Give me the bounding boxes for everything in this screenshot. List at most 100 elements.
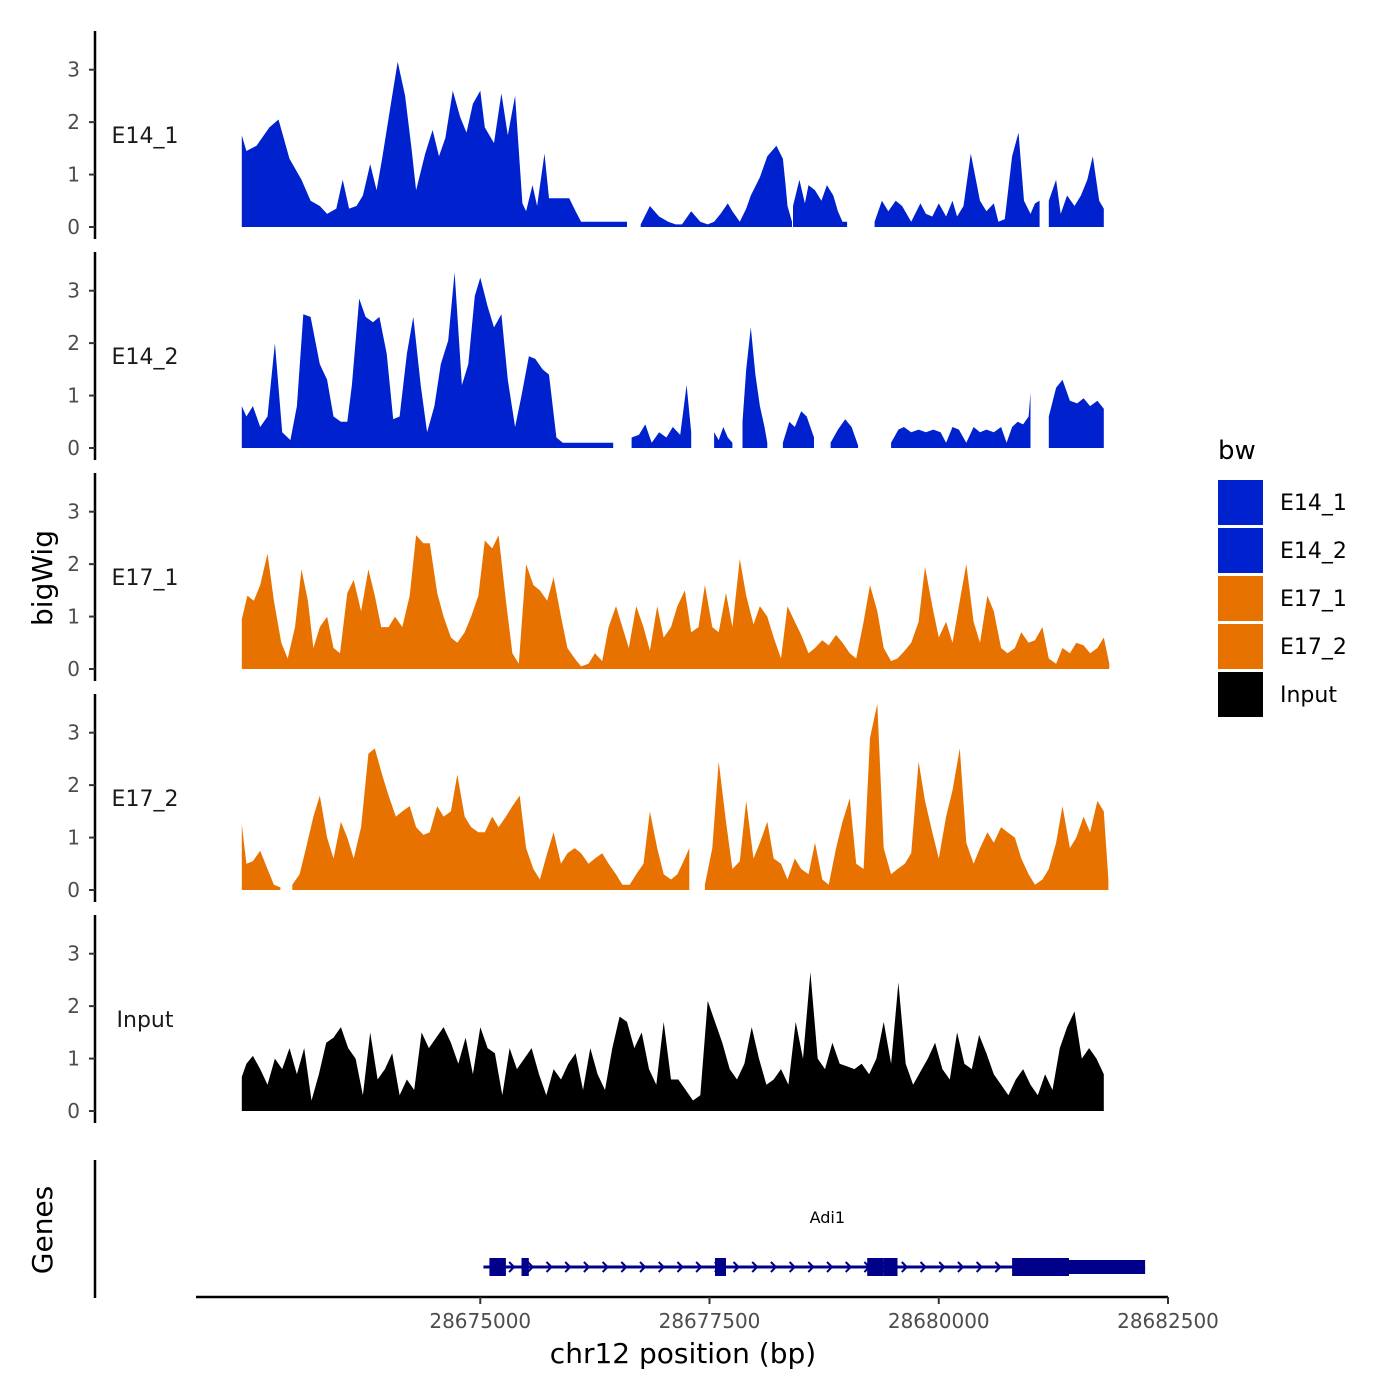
signal-area-E14_2	[631, 385, 692, 448]
signal-area-E14_2	[742, 327, 768, 448]
legend-swatch-Input	[1218, 672, 1263, 717]
signal-area-E14_1	[874, 132, 1040, 227]
strand-arrow-icon	[527, 1261, 535, 1273]
signal-area-E17_2	[292, 748, 690, 890]
x-axis-title: chr12 position (bp)	[550, 1337, 816, 1370]
signal-area-E14_1	[640, 145, 792, 227]
signal-area-E17_1	[241, 535, 1110, 669]
exon-block	[521, 1258, 529, 1276]
y-tick-label: 3	[67, 500, 80, 524]
y-tick-label: 2	[67, 994, 80, 1018]
y-axis-title: bigWig	[26, 530, 59, 626]
legend-swatch-E17_1	[1218, 576, 1263, 621]
track-E17_2: 0 1 2 3 E17_2	[67, 694, 1109, 902]
x-axis: 28675000 28677500 28680000 28682500	[196, 1295, 1219, 1333]
y-tick-label: 0	[67, 878, 80, 902]
exon-block	[867, 1258, 884, 1276]
strand-arrow-icon	[583, 1261, 591, 1273]
y-tick-label: 3	[67, 58, 80, 82]
signal-area-E14_2	[241, 272, 614, 448]
genes-panel: Adi1	[93, 1160, 1146, 1298]
gene-Adi1: Adi1	[483, 1208, 1146, 1276]
strand-arrow-icon	[788, 1261, 797, 1273]
signal-area-E17_2	[704, 703, 1109, 890]
strand-arrow-icon	[601, 1261, 610, 1273]
strand-arrow-icon	[826, 1261, 834, 1273]
track-label: E17_1	[112, 566, 179, 591]
x-tick-label: 28680000	[888, 1309, 990, 1333]
track-E14_1: 0 1 2 3 E14_1	[67, 31, 1104, 239]
strand-arrow-icon	[901, 1261, 909, 1273]
signal-area-E14_2	[891, 392, 1031, 448]
legend-swatch-E17_2	[1218, 624, 1263, 669]
track-label: Input	[117, 1008, 174, 1033]
strand-arrow-icon	[695, 1261, 703, 1273]
strand-arrow-icon	[657, 1261, 666, 1273]
y-tick-label: 2	[67, 110, 80, 134]
legend-swatch-E14_1	[1218, 480, 1263, 525]
track-E17_1: 0 1 2 3 E17_1	[67, 473, 1110, 681]
strand-arrow-icon	[844, 1261, 853, 1273]
strand-arrow-icon	[975, 1261, 984, 1273]
exon-block	[715, 1258, 726, 1276]
track-label: E14_2	[112, 345, 179, 370]
legend-label: E14_2	[1280, 539, 1347, 564]
strand-arrow-icon	[732, 1261, 740, 1273]
gene-label: Adi1	[810, 1208, 845, 1227]
y-tick-label: 3	[67, 721, 80, 745]
strand-arrow-icon	[751, 1261, 759, 1273]
strand-arrow-icon	[620, 1261, 628, 1273]
strand-arrow-icon	[564, 1261, 572, 1273]
y-tick-label: 2	[67, 773, 80, 797]
exon-block	[489, 1258, 506, 1276]
track-E14_2: 0 1 2 3 E14_2	[67, 252, 1104, 460]
exon-block	[883, 1258, 898, 1276]
y-tick-label: 2	[67, 331, 80, 355]
signal-area-E14_1	[241, 61, 628, 227]
y-tick-label: 0	[67, 436, 80, 460]
legend-label: E17_1	[1280, 587, 1347, 612]
strand-arrow-icon	[919, 1261, 927, 1273]
y-tick-label: 1	[67, 826, 80, 850]
signal-area-E14_1	[793, 179, 848, 227]
y-tick-label: 3	[67, 279, 80, 303]
legend-label: Input	[1280, 683, 1337, 708]
strand-arrow-icon	[676, 1261, 684, 1273]
x-tick-label: 28682500	[1117, 1309, 1219, 1333]
legend-swatch-E14_2	[1218, 528, 1263, 573]
legend-label: E14_1	[1280, 491, 1347, 516]
y-tick-label: 1	[67, 384, 80, 408]
strand-arrow-icon	[957, 1261, 965, 1273]
signal-area-E14_2	[1048, 379, 1104, 448]
genes-panel-title: Genes	[26, 1186, 59, 1274]
y-tick-label: 1	[67, 605, 80, 629]
signal-area-E17_2	[241, 824, 281, 890]
strand-arrow-icon	[508, 1261, 516, 1273]
strand-arrow-icon	[994, 1261, 1002, 1273]
y-tick-label: 0	[67, 215, 80, 239]
track-Input: 0 1 2 3 Input	[67, 915, 1104, 1123]
x-tick-label: 28677500	[659, 1309, 761, 1333]
legend-title: bw	[1218, 436, 1256, 466]
exon-block	[1069, 1260, 1146, 1274]
signal-area-E14_2	[830, 419, 859, 448]
track-label: E17_2	[112, 787, 179, 812]
legend-label: E17_2	[1280, 635, 1347, 660]
legend: bw E14_1 E14_2 E17_1 E17_2 Input	[1218, 436, 1347, 717]
strand-arrow-icon	[770, 1261, 778, 1273]
x-tick-label: 28675000	[429, 1309, 531, 1333]
y-tick-label: 2	[67, 552, 80, 576]
signal-area-E14_2	[714, 427, 733, 448]
y-tick-label: 0	[67, 1099, 80, 1123]
strand-arrow-icon	[545, 1261, 553, 1273]
signal-area-E14_1	[1048, 156, 1104, 227]
signal-area-Input	[241, 972, 1104, 1111]
y-tick-label: 3	[67, 942, 80, 966]
strand-arrow-icon	[938, 1261, 946, 1273]
signal-area-E14_2	[782, 411, 814, 448]
strand-arrow-icon	[639, 1261, 647, 1273]
track-label: E14_1	[112, 124, 179, 149]
strand-arrow-icon	[807, 1261, 815, 1273]
y-tick-label: 1	[67, 163, 80, 187]
